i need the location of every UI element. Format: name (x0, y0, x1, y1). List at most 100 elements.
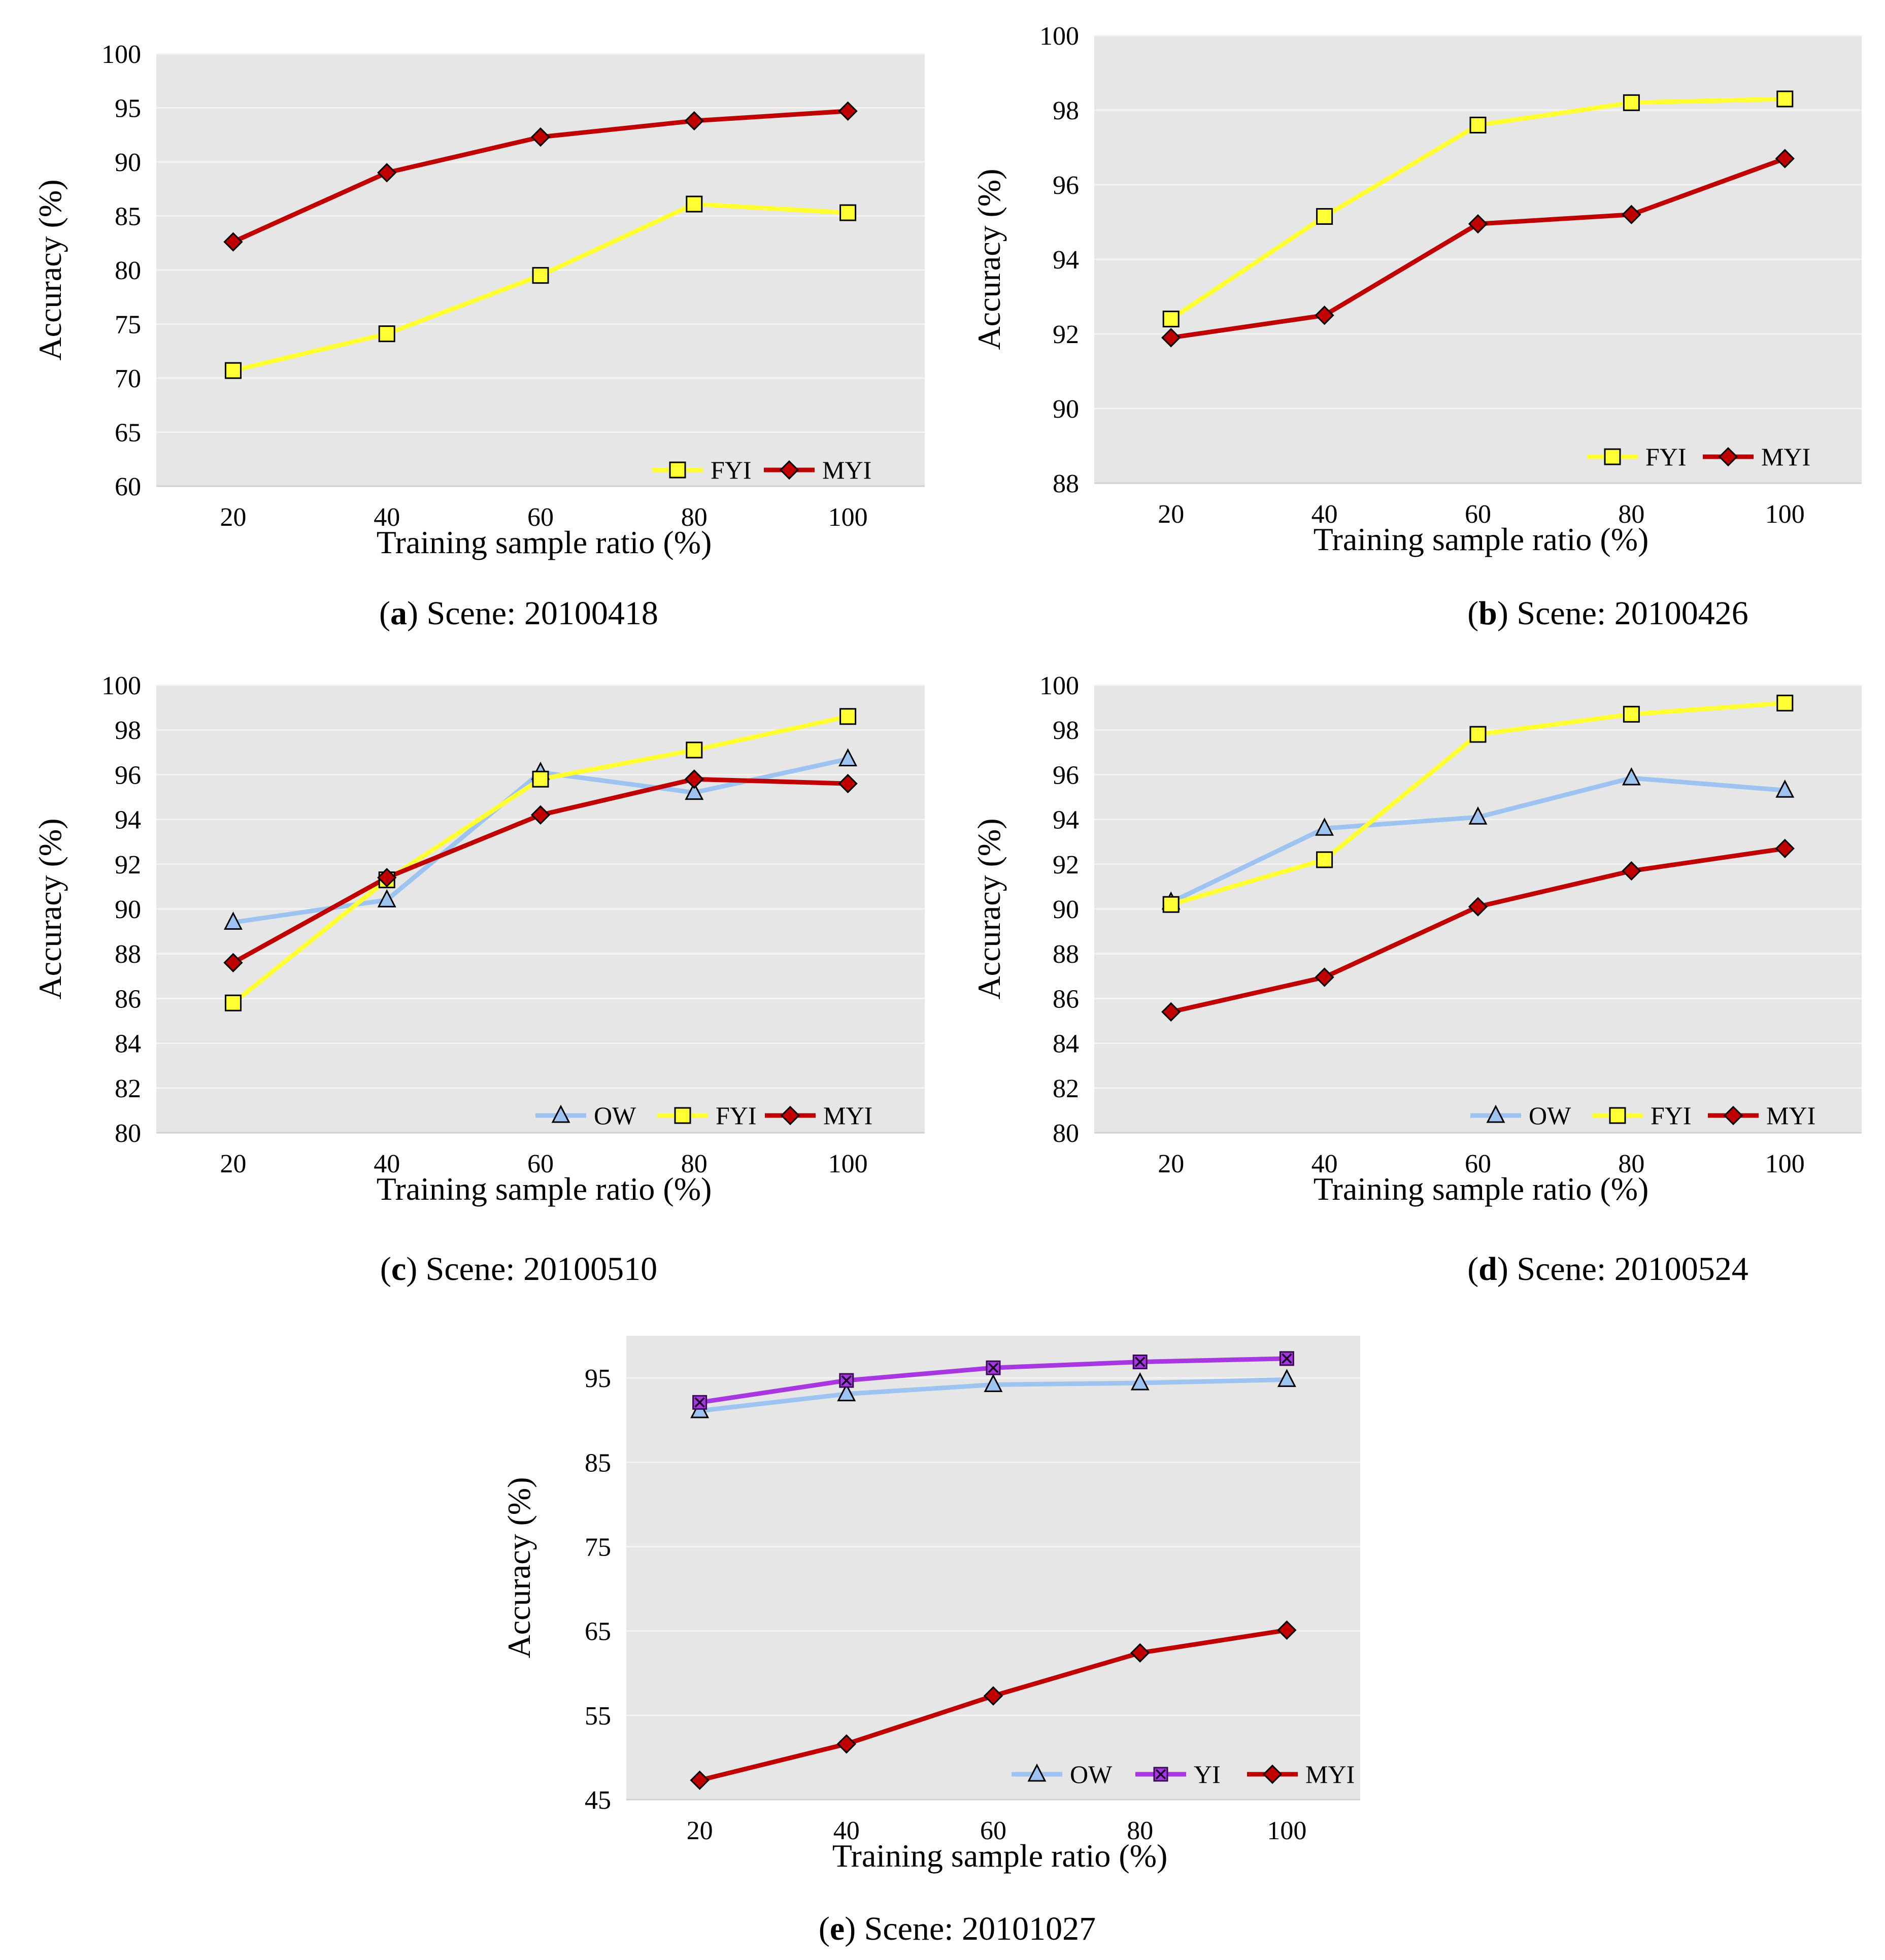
data-point-myi (838, 773, 858, 794)
data-point-ow (1622, 767, 1641, 786)
legend-item-myi: MYI (764, 456, 871, 484)
y-tick-label: 82 (1053, 1074, 1079, 1103)
data-point-fyi (224, 362, 242, 379)
y-tick-label: 92 (115, 851, 141, 880)
y-tick-label: 94 (115, 806, 141, 835)
data-point-myi (983, 1686, 1003, 1706)
x-axis-title: Training sample ratio (%) (832, 1838, 1168, 1874)
legend-marker (1723, 1105, 1743, 1126)
legend-label: OW (594, 1101, 636, 1130)
legend-marker (779, 460, 799, 480)
figure-caption: (c) Scene: 20100510 (380, 1251, 657, 1288)
data-point-fyi (1469, 116, 1487, 133)
y-tick-label: 92 (1053, 851, 1079, 880)
data-point-ow (1277, 1369, 1296, 1387)
y-tick-label: 86 (115, 985, 141, 1013)
y-tick-label: 75 (585, 1533, 611, 1562)
x-tick-label: 100 (1267, 1816, 1306, 1845)
data-point-myi (377, 868, 397, 888)
x-tick-label: 20 (1158, 1150, 1184, 1178)
y-tick-label: 95 (585, 1364, 611, 1393)
x-tick-label: 20 (1158, 500, 1184, 529)
data-point-ow (984, 1374, 1003, 1392)
figure-caption: (b) Scene: 20100426 (1467, 595, 1748, 632)
y-tick-label: 84 (1053, 1030, 1079, 1059)
data-point-myi (1161, 328, 1181, 348)
data-point-myi (530, 127, 551, 147)
y-tick-label: 85 (585, 1448, 611, 1477)
data-point-ow (837, 1383, 856, 1402)
legend-item-ow: OW (1012, 1760, 1113, 1788)
legend-item-ow: OW (1470, 1101, 1571, 1130)
data-point-fyi (686, 741, 703, 759)
y-axis-title: Accuracy (%) (32, 818, 68, 999)
y-tick-label: 70 (115, 364, 141, 393)
chart-panel-e: 45 55 65 75 85 95 20 40 60 80 100 Training sample r… (501, 1336, 1360, 1947)
x-tick-label: 20 (220, 503, 246, 532)
legend-label: FYI (716, 1101, 757, 1130)
y-tick-label: 84 (115, 1030, 141, 1059)
x-tick-label: 100 (828, 1150, 868, 1178)
data-point-ow (223, 911, 243, 930)
x-tick-label: 80 (1127, 1816, 1153, 1845)
data-point-myi (223, 953, 243, 972)
y-tick-label: 100 (102, 671, 141, 700)
x-tick-label: 60 (527, 1150, 554, 1178)
y-tick-label: 100 (1039, 22, 1079, 51)
data-point-myi (684, 769, 704, 789)
x-tick-label: 40 (374, 503, 400, 532)
data-point-fyi (1623, 705, 1640, 723)
legend-item-myi: MYI (1708, 1101, 1815, 1130)
data-point-yi (1132, 1355, 1148, 1370)
x-tick-label: 60 (980, 1816, 1006, 1845)
x-tick-label: 100 (1765, 1150, 1805, 1178)
x-tick-label: 60 (527, 503, 554, 532)
y-tick-label: 98 (115, 716, 141, 745)
data-point-myi (1161, 1002, 1181, 1022)
x-tick-label: 20 (220, 1150, 246, 1178)
data-point-yi (839, 1373, 854, 1388)
y-tick-label: 96 (1053, 171, 1079, 200)
data-point-fyi (1776, 90, 1794, 108)
x-axis-title: Training sample ratio (%) (1314, 1171, 1649, 1207)
data-point-fyi (1469, 726, 1487, 743)
data-point-fyi (224, 994, 242, 1011)
data-point-fyi (1316, 851, 1333, 868)
y-tick-label: 98 (1053, 96, 1079, 125)
legend-marker (1153, 1767, 1168, 1782)
legend-marker (780, 1105, 800, 1126)
data-point-myi (690, 1770, 710, 1790)
data-point-ow (1315, 817, 1334, 836)
plot-area (626, 1336, 1360, 1800)
legend-marker (674, 1107, 691, 1124)
data-point-myi (1277, 1620, 1297, 1640)
legend-item-fyi: FYI (652, 456, 752, 484)
x-tick-label: 100 (828, 503, 868, 532)
y-tick-label: 94 (1053, 806, 1079, 835)
x-tick-label: 80 (1618, 1150, 1644, 1178)
data-point-fyi (532, 770, 549, 788)
data-point-myi (1130, 1643, 1150, 1663)
data-point-myi (377, 163, 397, 183)
data-point-myi (1775, 149, 1795, 168)
y-tick-label: 88 (1053, 940, 1079, 969)
y-tick-label: 94 (1053, 246, 1079, 275)
y-tick-label: 80 (1053, 1119, 1079, 1148)
y-axis-title: Accuracy (%) (971, 818, 1007, 999)
y-tick-label: 88 (1053, 469, 1079, 498)
y-tick-label: 90 (1053, 395, 1079, 424)
x-tick-label: 40 (1311, 500, 1338, 529)
data-point-ow (1468, 806, 1488, 825)
figure-caption: (a) Scene: 20100418 (379, 595, 658, 632)
legend-marker (1486, 1104, 1505, 1123)
legend-label: YI (1194, 1760, 1221, 1788)
legend-label: MYI (822, 456, 871, 484)
y-tick-label: 60 (115, 472, 141, 501)
y-tick-label: 65 (585, 1617, 611, 1646)
figure-caption: (e) Scene: 20101027 (819, 1910, 1096, 1947)
y-tick-label: 90 (1053, 895, 1079, 924)
caption-letter: c (391, 1251, 406, 1288)
y-tick-label: 100 (102, 40, 141, 69)
data-point-fyi (839, 708, 857, 725)
